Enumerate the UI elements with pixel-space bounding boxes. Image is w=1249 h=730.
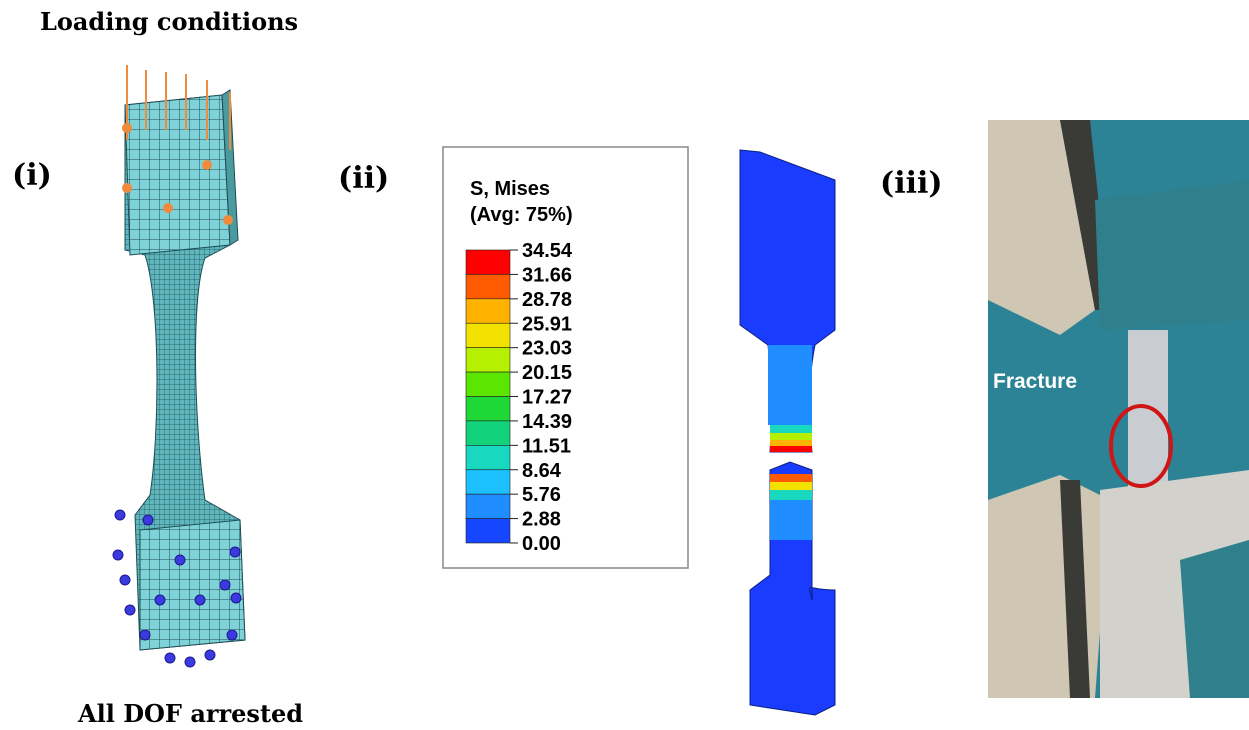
legend-swatch — [466, 274, 510, 298]
legend-swatch — [466, 445, 510, 469]
legend-label: 0.00 — [522, 533, 561, 555]
legend-label: 28.78 — [522, 289, 572, 311]
legend-label: 25.91 — [522, 313, 572, 335]
legend-label: 20.15 — [522, 362, 572, 384]
legend-swatch — [466, 470, 510, 494]
panel-label: (ii) — [338, 161, 389, 196]
panel-label: (i) — [12, 158, 52, 193]
legend-label: 5.76 — [522, 484, 561, 506]
panel-label: (iii) — [880, 166, 943, 201]
bottom-label: All DOF arrested — [77, 699, 303, 728]
legend-swatch — [466, 299, 510, 323]
mesh-specimen — [125, 90, 245, 650]
legend-swatch — [466, 250, 510, 274]
legend-swatch — [466, 372, 510, 396]
legend-swatch — [466, 519, 510, 543]
legend-label: 31.66 — [522, 264, 572, 286]
legend-swatch — [466, 421, 510, 445]
legend-label: 23.03 — [522, 338, 572, 360]
legend-label: 34.54 — [522, 240, 573, 262]
annotation: Fracture — [993, 370, 1077, 393]
legend-swatch — [466, 397, 510, 421]
legend-subtitle: (Avg: 75%) — [470, 204, 573, 226]
legend-label: 14.39 — [522, 411, 572, 433]
legend-label: 17.27 — [522, 387, 572, 409]
test-photo: Fracture — [988, 120, 1249, 698]
top-label: Loading conditions — [40, 7, 298, 36]
legend-label: 2.88 — [522, 509, 561, 531]
legend-title: S, Mises — [470, 178, 550, 200]
legend-swatch — [466, 494, 510, 518]
legend-label: 8.64 — [522, 460, 562, 482]
figure: Loading conditions (i) (ii) (iii) All DO… — [0, 0, 1249, 730]
stress-specimen — [740, 150, 835, 715]
legend-swatch — [466, 323, 510, 347]
legend-label: 11.51 — [522, 435, 571, 457]
legend-swatch — [466, 348, 510, 372]
